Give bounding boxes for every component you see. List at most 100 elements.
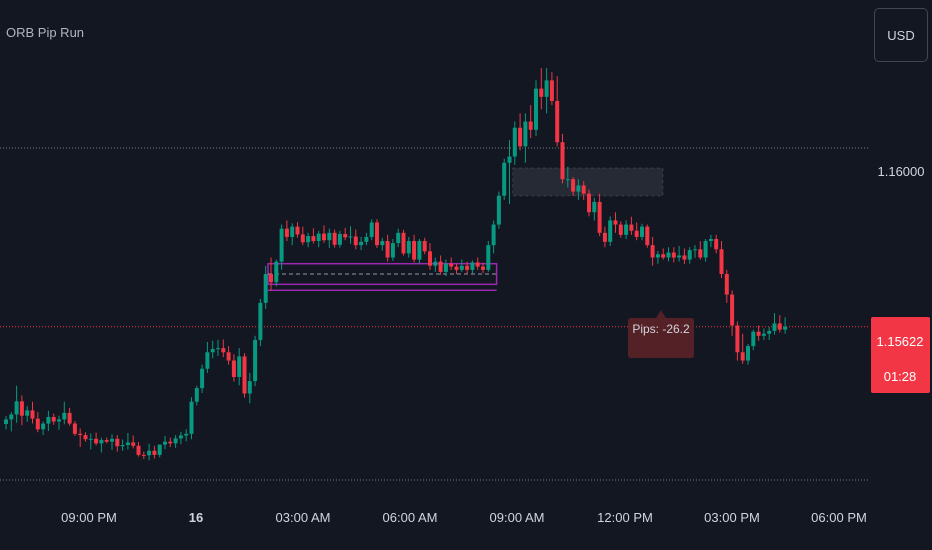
indicator-title[interactable]: ORB Pip Run bbox=[6, 25, 85, 40]
candle-body bbox=[57, 419, 61, 422]
candle-body bbox=[576, 185, 581, 192]
candle-body bbox=[279, 228, 284, 262]
candle-body bbox=[433, 261, 438, 266]
candle-body bbox=[343, 234, 348, 238]
candle-body bbox=[136, 445, 141, 455]
candle-body bbox=[46, 416, 51, 424]
candle-body bbox=[210, 348, 215, 353]
candle-body bbox=[682, 255, 687, 260]
candle-body bbox=[465, 265, 470, 270]
x-tick-label: 16 bbox=[189, 510, 203, 525]
candle-body bbox=[650, 245, 655, 258]
candle-body bbox=[539, 88, 544, 97]
candle-body bbox=[390, 243, 395, 258]
candle-body bbox=[507, 156, 512, 163]
candle-body bbox=[518, 127, 523, 147]
candle-body bbox=[348, 236, 353, 238]
candle-body bbox=[189, 401, 194, 434]
candle-body bbox=[110, 438, 114, 442]
candle-body bbox=[756, 331, 761, 336]
candle-body bbox=[200, 368, 205, 389]
candle-body bbox=[751, 331, 756, 347]
candle-body bbox=[83, 435, 88, 440]
candle-body bbox=[353, 236, 358, 246]
candle-body bbox=[316, 233, 321, 242]
x-tick-label: 09:00 AM bbox=[490, 510, 545, 525]
bar-countdown-timer: 01:28 bbox=[884, 369, 917, 384]
candle-body bbox=[475, 262, 480, 267]
candle-body bbox=[687, 250, 692, 260]
candle-body bbox=[740, 352, 745, 361]
candle-body bbox=[51, 416, 56, 422]
candle-body bbox=[253, 339, 258, 382]
candle-body bbox=[396, 232, 401, 244]
candle-body bbox=[724, 274, 729, 295]
candle-body bbox=[417, 241, 422, 260]
candle-body bbox=[221, 348, 226, 353]
candle-body bbox=[14, 401, 19, 415]
y-tick-label: 1.16000 bbox=[878, 164, 925, 179]
candle-body bbox=[78, 433, 83, 436]
candle-body bbox=[587, 193, 591, 213]
candle-body bbox=[263, 274, 268, 303]
candle-body bbox=[184, 433, 189, 436]
last-price-label-background bbox=[871, 317, 930, 393]
candle-body bbox=[141, 454, 146, 456]
candle-body bbox=[72, 423, 77, 434]
x-tick-label: 12:00 PM bbox=[597, 510, 653, 525]
candle-body bbox=[375, 222, 379, 246]
candle-body bbox=[481, 266, 485, 270]
candle-body bbox=[327, 232, 332, 241]
candle-body bbox=[730, 294, 735, 326]
candle-body bbox=[624, 224, 629, 235]
candle-body bbox=[332, 232, 337, 245]
candle-body bbox=[661, 254, 666, 258]
candle-body bbox=[369, 222, 374, 237]
candle-body bbox=[300, 234, 305, 243]
candle-body bbox=[306, 236, 311, 243]
candle-body bbox=[237, 356, 242, 377]
candle-body bbox=[242, 356, 247, 394]
candle-body bbox=[597, 201, 602, 233]
candle-body bbox=[99, 440, 104, 444]
candle-body bbox=[693, 249, 697, 251]
candle-body bbox=[168, 441, 173, 444]
candle-body bbox=[19, 401, 24, 416]
candle-body bbox=[401, 232, 406, 254]
candle-body bbox=[719, 249, 724, 274]
target-zone-box bbox=[512, 167, 664, 197]
x-tick-label: 06:00 PM bbox=[811, 510, 867, 525]
candle-body bbox=[226, 352, 231, 361]
candle-body bbox=[163, 441, 167, 445]
candle-body bbox=[783, 326, 788, 330]
candle-body bbox=[581, 185, 586, 194]
candle-body bbox=[761, 333, 766, 336]
candle-body bbox=[194, 388, 199, 402]
candle-body bbox=[231, 360, 236, 377]
candle-body bbox=[602, 232, 607, 242]
candle-body bbox=[470, 262, 475, 270]
candle-body bbox=[428, 251, 432, 266]
candle-body bbox=[735, 325, 740, 353]
currency-button[interactable]: USD bbox=[874, 8, 928, 62]
candle-body bbox=[62, 412, 67, 420]
x-tick-label: 06:00 AM bbox=[383, 510, 438, 525]
candle-body bbox=[491, 224, 496, 246]
candle-body bbox=[216, 348, 220, 350]
candle-body bbox=[777, 323, 782, 330]
candle-body bbox=[412, 241, 417, 260]
candle-body bbox=[295, 226, 300, 235]
candle-body bbox=[629, 224, 634, 231]
candle-body bbox=[677, 255, 682, 258]
candle-body bbox=[528, 121, 533, 130]
candle-body bbox=[258, 302, 263, 340]
candle-body bbox=[459, 265, 464, 270]
candle-body bbox=[125, 442, 130, 445]
candle-body bbox=[380, 241, 385, 246]
candle-body bbox=[666, 252, 671, 258]
candle-body bbox=[523, 121, 528, 147]
candle-body bbox=[671, 252, 676, 258]
candle-body bbox=[147, 450, 152, 456]
candle-body bbox=[4, 419, 8, 424]
